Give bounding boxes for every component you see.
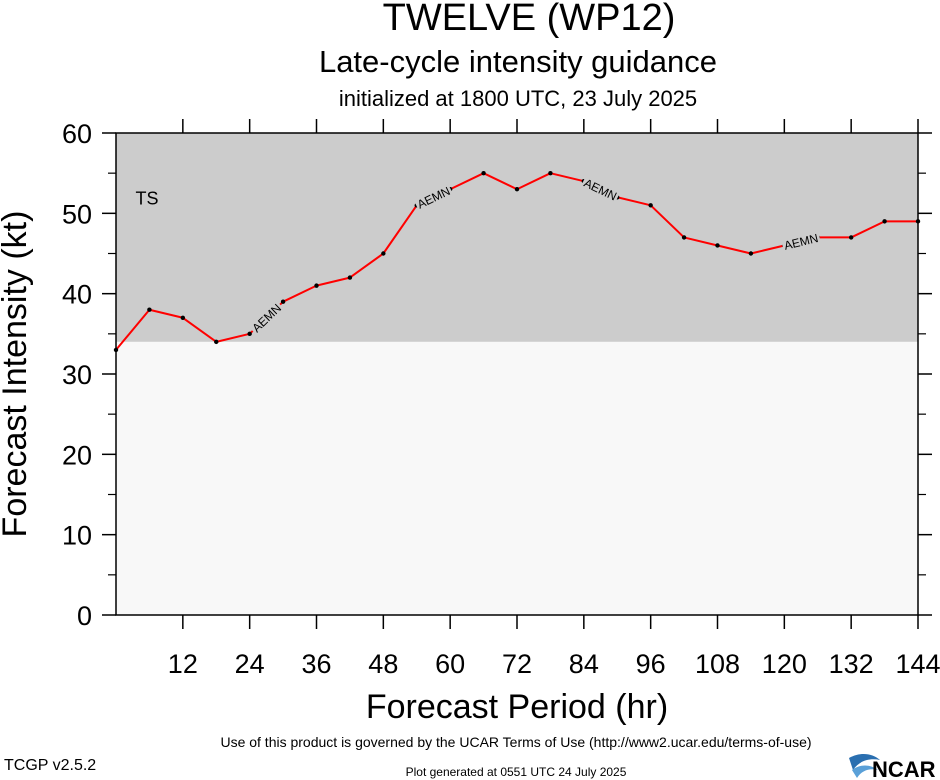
band-ts — [116, 133, 918, 342]
ncar-logo-swoosh-2 — [852, 765, 878, 778]
x-tick-label: 132 — [829, 649, 874, 679]
data-point — [347, 275, 353, 280]
y-tick-label: 20 — [62, 440, 92, 470]
x-tick-label: 60 — [435, 649, 465, 679]
x-tick-label: 72 — [502, 649, 532, 679]
chart-subtitle: Late-cycle intensity guidance — [319, 44, 717, 79]
data-point — [214, 339, 219, 345]
y-axis-label: Forecast Intensity (kt) — [0, 211, 34, 538]
data-point — [314, 283, 319, 288]
y-tick-label: 0 — [77, 601, 92, 631]
x-tick-label: 96 — [636, 649, 666, 679]
intensity-bands — [116, 133, 918, 615]
series-label-bg — [580, 174, 621, 204]
ncar-logo-swoosh — [849, 754, 880, 770]
data-point — [381, 251, 386, 256]
init-line: initialized at 1800 UTC, 23 July 2025 — [339, 86, 697, 111]
band-label-ts: TS — [135, 188, 158, 208]
data-point — [280, 299, 286, 304]
series-label-bg — [247, 299, 285, 336]
series-label-bg — [413, 182, 454, 212]
data-point — [147, 307, 152, 312]
data-point — [848, 235, 854, 240]
data-point — [481, 170, 486, 176]
y-tick-label: 60 — [62, 119, 92, 149]
x-tick-label: 48 — [368, 649, 398, 679]
x-tick-label: 36 — [301, 649, 331, 679]
data-point — [748, 251, 754, 256]
data-point — [548, 170, 553, 176]
data-point — [882, 219, 887, 224]
x-tick-label: 24 — [235, 649, 265, 679]
x-tick-label: 12 — [168, 649, 198, 679]
data-point — [247, 331, 252, 337]
chart-title: TWELVE (WP12) — [383, 0, 676, 39]
data-point — [648, 203, 653, 208]
series-label-bg — [780, 230, 822, 253]
x-tick-label: 108 — [695, 649, 740, 679]
version-label: TCGP v2.5.2 — [4, 757, 96, 774]
data-point — [715, 243, 720, 248]
x-axis: 12 24 36 48 60 72 84 96 108 120 132 144 — [168, 119, 940, 679]
y-tick-label: 50 — [62, 199, 92, 229]
data-point — [180, 315, 186, 320]
terms-of-use: Use of this product is governed by the U… — [220, 734, 811, 750]
band-labels: TS — [135, 188, 158, 208]
ncar-logo-text: NCAR — [872, 757, 936, 780]
band-below-ts — [116, 341, 918, 615]
data-point — [681, 235, 687, 240]
x-tick-label: 84 — [569, 649, 599, 679]
data-point — [514, 187, 520, 192]
ncar-logo: NCAR — [849, 754, 936, 780]
y-tick-label: 10 — [62, 521, 92, 551]
y-axis: 0 10 20 30 40 50 60 — [62, 119, 932, 631]
x-tick-label: 120 — [762, 649, 807, 679]
x-axis-label: Forecast Period (hr) — [366, 688, 668, 726]
y-tick-label: 40 — [62, 280, 92, 310]
x-tick-label: 144 — [895, 649, 940, 679]
y-tick-label: 30 — [62, 360, 92, 390]
generated-label: Plot generated at 0551 UTC 24 July 2025 — [406, 765, 627, 779]
